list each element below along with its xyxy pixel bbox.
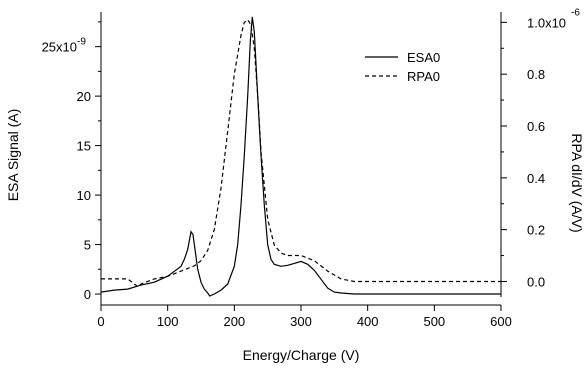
series-line-rpa0: [101, 18, 501, 288]
x-tick-label: 500: [423, 314, 445, 329]
series-line-esa0: [100, 16, 501, 297]
y-axis-ticks: 0 5 10 15 20 25x10 -9: [42, 21, 101, 302]
x-tick-label: 100: [157, 314, 179, 329]
x-tick-label: 400: [357, 314, 379, 329]
x-tick-label: 0: [97, 314, 104, 329]
y-axis-label: ESA Signal (A): [5, 109, 21, 202]
y2-tick-label: 0.4: [527, 171, 545, 186]
y-tick-label: 0: [84, 287, 91, 302]
y-tick-label: 10: [77, 188, 91, 203]
y2-tick-exponent: -6: [571, 7, 580, 18]
x-axis-ticks: 0 100 200 300 400 500 600: [97, 305, 512, 329]
y-tick-label: 5: [84, 238, 91, 253]
y-tick-label: 20: [77, 89, 91, 104]
y-tick-label: 15: [77, 139, 91, 154]
y2-tick-label: 0.0: [527, 274, 545, 289]
y2-axis-label: RPA dI/dV (A/V): [569, 133, 585, 232]
y-tick-label: 25x10: [42, 40, 77, 55]
y2-axis-ticks: 0.0 0.2 0.4 0.6 0.8 1.0x10 -6: [501, 7, 580, 289]
series-group: [100, 16, 501, 297]
legend-label-esa0: ESA0: [407, 50, 440, 65]
y2-tick-label: 0.2: [527, 223, 545, 238]
y2-tick-label: 0.6: [527, 119, 545, 134]
y2-tick-label: 1.0x10: [527, 15, 566, 30]
legend-label-rpa0: RPA0: [407, 69, 440, 84]
x-tick-label: 200: [223, 314, 245, 329]
x-tick-label: 600: [490, 314, 512, 329]
y-tick-exponent: -9: [77, 37, 86, 48]
x-axis-label: Energy/Charge (V): [243, 347, 360, 363]
y2-tick-label: 0.8: [527, 67, 545, 82]
x-tick-label: 300: [290, 314, 312, 329]
legend: ESA0 RPA0: [365, 50, 440, 84]
